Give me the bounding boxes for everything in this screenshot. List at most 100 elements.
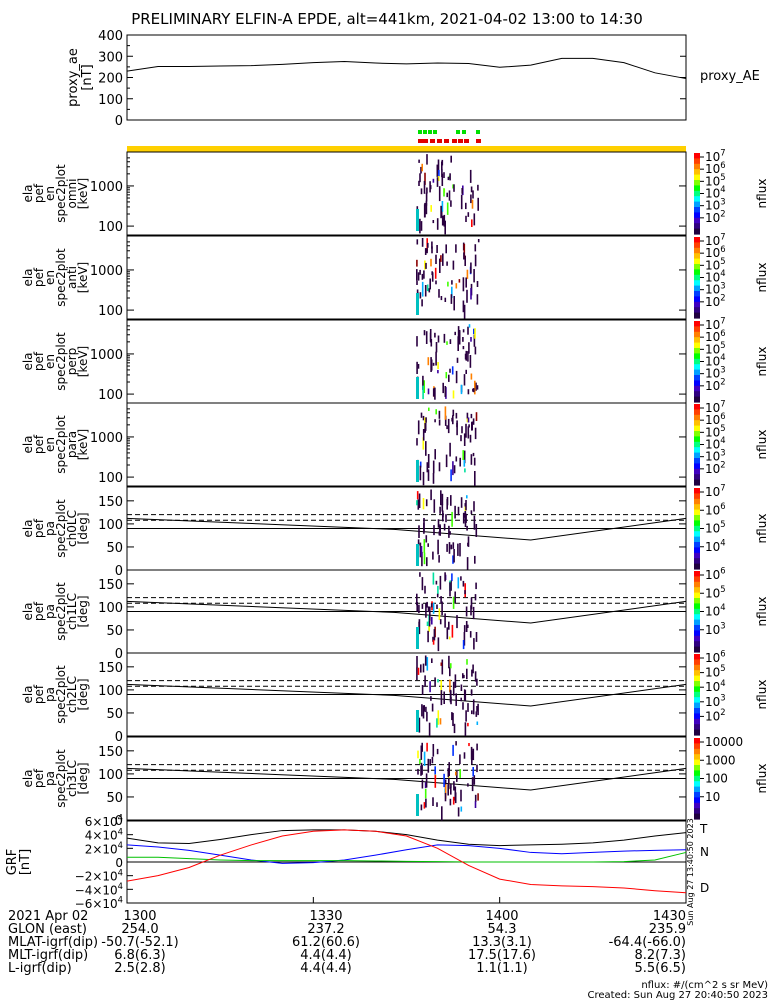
flux-streak [451,366,454,375]
ephemeris-row-value: 1330 [309,909,342,924]
marker-red [418,139,423,143]
ephemeris-row-value: 17.5(17.6) [468,948,536,963]
colorbar-segment [694,169,700,176]
flux-streak [425,441,427,456]
colorbar-segment [694,474,700,481]
colorbar-segment [694,708,700,714]
flux-streak [454,786,457,801]
pitch-angle-ytick-label: 100 [98,601,123,616]
colorbar-tick-label: 103 [705,447,726,463]
colorbar-segment [694,223,700,230]
flux-streak [462,702,464,710]
flux-streak [416,269,418,281]
flux-streak [460,684,463,691]
colorbar-segment [694,452,700,459]
colorbar-segment [694,765,700,771]
flux-streak [444,386,447,397]
flux-streak [476,281,479,287]
flux-streak-low-energy [416,460,419,482]
flux-streak [465,202,467,210]
colorbar-segment [694,196,700,203]
flux-streak [436,802,438,807]
flux-streak [471,777,474,792]
colorbar-segment [694,326,700,333]
flux-streak [424,788,427,799]
flux-streak [449,666,451,677]
flux-streak [456,422,458,428]
flux-streak [450,200,452,207]
flux-streak [448,762,450,776]
flux-streak [475,412,478,421]
grf-series-T [126,829,687,847]
flux-streak [421,742,423,752]
flux-streak [448,525,450,538]
flux-streak [464,255,466,266]
flux-streak [416,438,418,446]
flux-streak [441,161,443,171]
flux-streak [438,419,441,426]
flux-streak [449,442,451,457]
colorbar-segment [694,581,700,588]
colorbar-tick-label: 100 [705,772,728,786]
flux-streak [419,218,421,234]
flux-streak [436,748,439,755]
flux-streak [434,449,436,460]
ephemeris-row-value: 5.5(6.5) [635,961,687,976]
colorbar-segment [694,493,700,500]
flux-streak [422,385,424,400]
colorbar-segment [694,228,700,235]
flux-streak [425,603,427,618]
colorbar-segment [694,321,700,327]
flux-streak [420,804,423,811]
flux-streak [447,281,449,287]
flux-streak [430,696,432,701]
colorbar-segment [694,247,700,254]
flux-streak [427,606,430,613]
pitch-angle-ytick-label: 150 [98,495,123,510]
flux-streak [468,743,470,747]
flux-streak [437,585,439,595]
flux-streak [472,767,474,777]
flux-streak [434,332,436,338]
flux-streak [420,664,422,673]
flux-streak [476,743,478,751]
flux-streak [458,279,461,283]
flux-streak [444,572,446,582]
flux-streak [427,630,429,643]
colorbar-segment [694,504,700,511]
ephemeris-row-value: 1400 [485,909,518,924]
colorbar-segment [694,441,700,448]
flux-streak [438,410,441,419]
colorbar-segment [694,396,700,403]
flux-streak [441,806,443,821]
flux-streak [429,759,431,766]
flux-streak [443,333,446,343]
flux-streak [448,655,450,669]
flux-streak [461,426,463,434]
colorbar-segment [694,153,700,159]
flux-streak [473,501,475,512]
flux-streak [417,499,420,510]
colorbar-segment [694,542,700,548]
colorbar-segment [694,353,700,360]
flux-streak [441,201,444,212]
colorbar-segment [694,675,700,682]
colorbar-tick-label: 107 [705,399,726,415]
flux-streak [446,425,448,430]
colorbar-tick-label: 103 [705,364,726,380]
flux-streak [451,280,453,285]
flux-streak [467,426,470,439]
flux-streak [431,271,433,276]
grf-ylabel: GRF[nT] [5,849,33,876]
flux-streak [456,420,458,436]
flux-streak [416,259,418,267]
flux-streak [417,750,419,759]
flux-streak [453,296,455,311]
flux-streak [450,155,452,163]
flux-streak [473,638,475,650]
flux-streak [471,219,473,227]
colorbar-segment [694,587,700,594]
flux-streak [462,640,465,650]
colorbar-segment [694,331,700,338]
marker-green [423,130,427,134]
